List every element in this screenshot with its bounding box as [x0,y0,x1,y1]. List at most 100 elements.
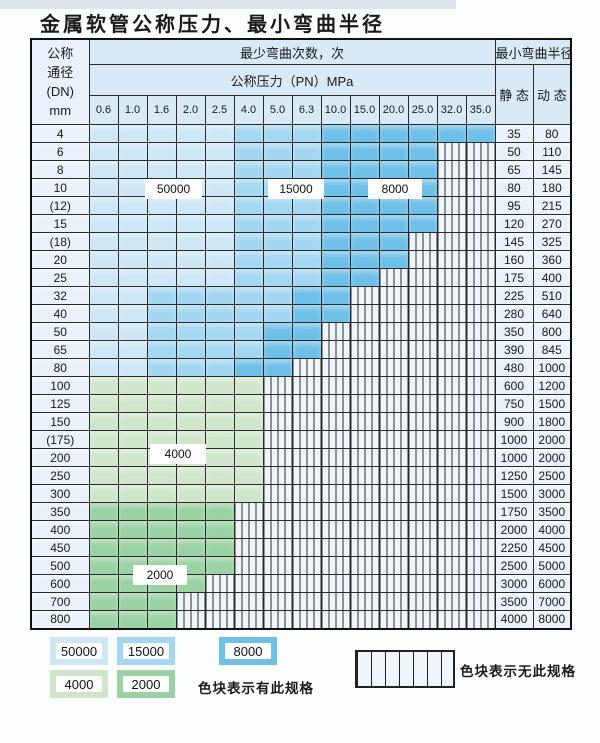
bend-cell-6-35.0 [465,142,496,161]
legend-hatch-swatch [355,650,455,688]
bend-cell-400-1.0 [117,520,148,539]
header-nominal-pressure: 公称压力（PN）MPa [88,64,496,96]
table-row: 450 2250 4500 [30,538,572,557]
bend-cell-65-1.0 [117,340,148,359]
bend-cell-800-15.0 [349,610,380,629]
bend-cell-250-10.0 [320,466,351,485]
bend-cell-200-20.0 [378,448,409,467]
bend-cell-250-2.5 [204,466,235,485]
static-radius-value: 3500 [494,592,534,611]
bend-cell-350-1.6 [146,502,177,521]
bend-cell-65-5.0 [262,340,293,359]
table-row: 25 175 400 [30,268,572,287]
pressure-col-2.0: 2.0 [175,95,206,125]
bend-cell-700-15.0 [349,592,380,611]
bend-cell-8-5.0 [262,160,293,179]
bend-cell-200-32.0 [436,448,467,467]
static-radius-value: 225 [494,286,534,305]
bend-cell-15-25.0 [407,214,438,233]
bend-cell-65-15.0 [349,340,380,359]
bend-cell-8-1.6 [146,160,177,179]
bend-cell-6-32.0 [436,142,467,161]
bend-cell-150-1.0 [117,412,148,431]
bend-cell-65-2.5 [204,340,235,359]
bend-cell-15-5.0 [262,214,293,233]
bend-cell-(12)-25.0 [407,196,438,215]
static-radius-value: 1000 [494,430,534,449]
bend-cell-800-5.0 [262,610,293,629]
bend-cell-800-1.0 [117,610,148,629]
bend-cell-(18)-0.6 [88,232,119,251]
bend-cell-700-2.0 [175,592,206,611]
bend-cell-40-35.0 [465,304,496,323]
bend-cell-700-4.0 [233,592,264,611]
dn-label: 8 [30,160,90,179]
bend-cell-125-10.0 [320,394,351,413]
bend-cell-300-0.6 [88,484,119,503]
bend-cell-450-15.0 [349,538,380,557]
bend-cell-8-35.0 [465,160,496,179]
dn-label: 20 [30,250,90,269]
static-radius-value: 2250 [494,538,534,557]
bend-cell-6-10.0 [320,142,351,161]
bend-cell-350-2.0 [175,502,206,521]
bend-cell-(18)-4.0 [233,232,264,251]
table-row: (12) 95 215 [30,196,572,215]
table-row: 15 120 270 [30,214,572,233]
bend-cell-6-1.0 [117,142,148,161]
bend-cell-8-2.5 [204,160,235,179]
bend-cell-10-10.0 [320,178,351,197]
bend-cell-300-2.5 [204,484,235,503]
pressure-col-1.6: 1.6 [146,95,177,125]
dn-label: 125 [30,394,90,413]
static-radius-value: 160 [494,250,534,269]
bend-cell-500-6.3 [291,556,322,575]
bend-cell-6-25.0 [407,142,438,161]
bend-cell-(175)-10.0 [320,430,351,449]
dynamic-radius-value: 110 [532,142,572,161]
table-row: 150 900 1800 [30,412,572,431]
bend-cell-15-15.0 [349,214,380,233]
bend-cell-400-6.3 [291,520,322,539]
bend-cell-100-2.5 [204,376,235,395]
dn-label: 4 [30,124,90,143]
bend-cell-65-6.3 [291,340,322,359]
static-radius-value: 3000 [494,574,534,593]
bend-cell-400-2.5 [204,520,235,539]
bend-cell-15-4.0 [233,214,264,233]
bend-cell-80-5.0 [262,358,293,377]
dn-label: (12) [30,196,90,215]
dn-label: 350 [30,502,90,521]
bend-cell-32-32.0 [436,286,467,305]
bend-cell-20-10.0 [320,250,351,269]
dynamic-radius-value: 360 [532,250,572,269]
bend-cell-350-0.6 [88,502,119,521]
bend-cell-150-32.0 [436,412,467,431]
bend-cell-100-4.0 [233,376,264,395]
bend-cell-40-15.0 [349,304,380,323]
pressure-col-15.0: 15.0 [349,95,380,125]
header-dn: 公称 通径 (DN) mm [30,38,90,125]
bend-cell-40-0.6 [88,304,119,323]
bend-cell-15-2.0 [175,214,206,233]
bend-cell-(175)-20.0 [378,430,409,449]
bend-cell-100-20.0 [378,376,409,395]
bend-cell-(12)-1.0 [117,196,148,215]
bend-cell-125-25.0 [407,394,438,413]
table-row: 65 390 845 [30,340,572,359]
bend-cell-125-4.0 [233,394,264,413]
bend-cell-50-10.0 [320,322,351,341]
dn-label: 80 [30,358,90,377]
bend-cell-15-1.6 [146,214,177,233]
dynamic-radius-value: 1200 [532,376,572,395]
bend-cell-80-2.0 [175,358,206,377]
bend-cell-100-0.6 [88,376,119,395]
bend-cell-300-15.0 [349,484,380,503]
bend-cell-500-10.0 [320,556,351,575]
dynamic-radius-value: 2000 [532,448,572,467]
bend-cell-80-20.0 [378,358,409,377]
bend-cell-80-10.0 [320,358,351,377]
bend-cell-40-20.0 [378,304,409,323]
static-radius-value: 390 [494,340,534,359]
bend-cell-4-25.0 [407,124,438,143]
